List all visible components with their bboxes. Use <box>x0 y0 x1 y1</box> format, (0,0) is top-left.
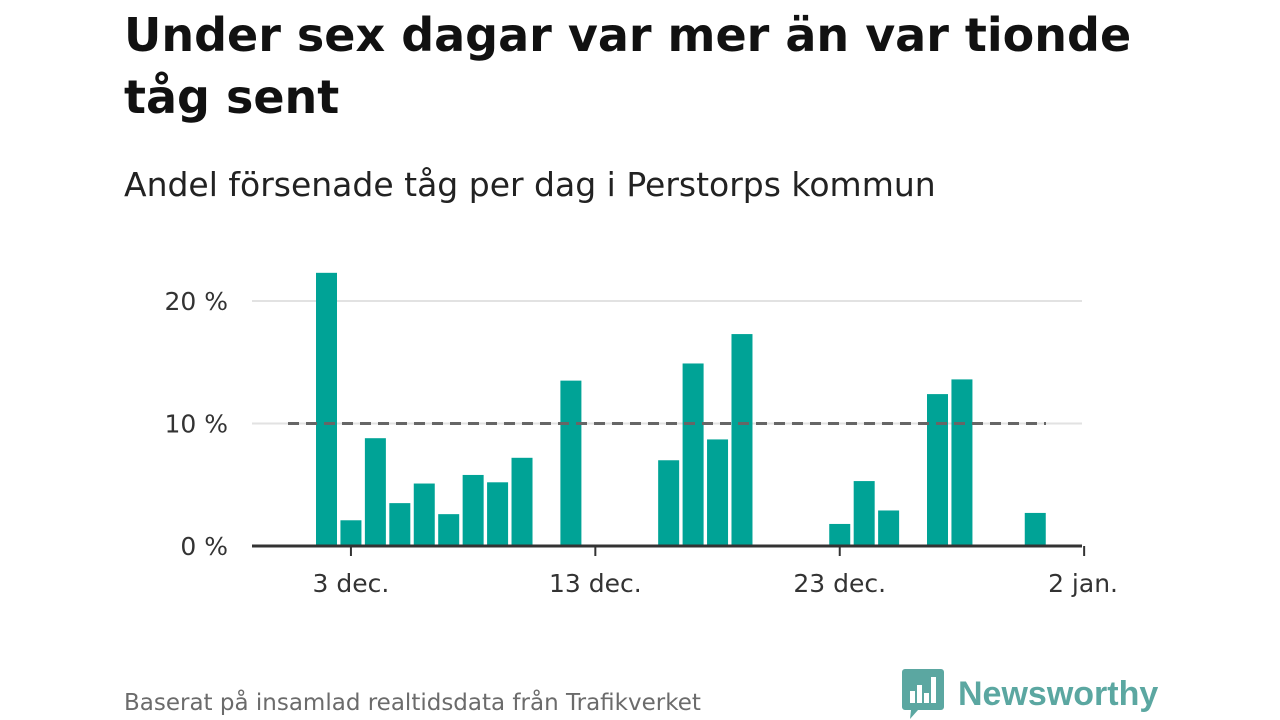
bar <box>707 439 729 546</box>
bar <box>413 483 435 546</box>
chart-title: Under sex dagar var mer än var tionde tå… <box>124 8 1132 124</box>
y-tick-label: 20 % <box>164 287 228 316</box>
brand-name: Newsworthy <box>958 675 1159 713</box>
bar <box>316 272 337 546</box>
bar <box>487 482 509 546</box>
bar <box>927 394 948 546</box>
bar <box>511 457 533 546</box>
source-note: Baserat på insamlad realtidsdata från Tr… <box>124 690 701 716</box>
x-axis-tick-labels: 3 dec. 13 dec. 23 dec. 2 jan. <box>313 569 1118 598</box>
y-axis-tick-labels: 0 % 10 % 20 % <box>164 287 228 561</box>
brand-logo[interactable]: Newsworthy <box>902 668 1158 720</box>
x-tick-label: 2 jan. <box>1048 569 1118 598</box>
bar <box>438 514 460 546</box>
bar <box>951 379 973 546</box>
bar <box>462 474 484 546</box>
bar <box>340 520 362 546</box>
bar <box>364 438 386 546</box>
bar <box>878 510 900 546</box>
x-tick-label: 13 dec. <box>549 569 642 598</box>
bar <box>853 481 875 546</box>
bars <box>316 272 1046 546</box>
bar <box>389 503 411 546</box>
bar <box>658 460 680 546</box>
chart-subtitle: Andel försenade tåg per dag i Perstorps … <box>124 165 936 204</box>
x-tick-label: 23 dec. <box>793 569 886 598</box>
y-tick-label: 10 % <box>164 410 228 439</box>
x-tick-label: 3 dec. <box>313 569 390 598</box>
bar <box>731 334 753 546</box>
y-tick-label: 0 % <box>180 532 228 561</box>
bar <box>682 363 704 546</box>
bar <box>829 523 851 546</box>
bar <box>560 380 582 546</box>
x-axis <box>252 544 1086 556</box>
bar-chart: 0 % 10 % 20 % 3 dec. 13 dec. 23 dec. 2 jan. <box>164 272 1118 598</box>
bar <box>1024 512 1046 546</box>
bar-chart-badge-icon <box>902 669 944 719</box>
